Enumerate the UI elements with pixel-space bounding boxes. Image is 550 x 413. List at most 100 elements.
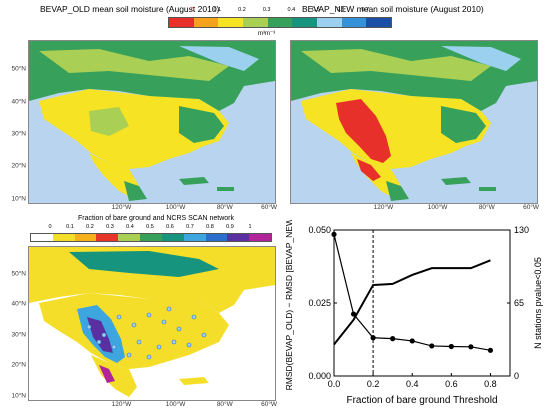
y-axis-label: RMSD(BEVAP_OLD) − RMSD [BEVAP_NEW] [284, 220, 294, 390]
soil-moisture-colorbar-swatch [243, 18, 268, 27]
new-map-lon-labels: 120°W 100°W 80°W 60°W [290, 204, 540, 213]
bare-ground-colorbar [30, 233, 272, 242]
series-line-right [333, 259, 491, 346]
y-tick-label: 0.050 [308, 225, 331, 235]
lat-label: 40°N [11, 98, 26, 106]
bare-ground-colorbar-ticks: 0 0.1 0.2 0.3 0.4 0.5 0.6 0.7 0.8 0.9 1 [30, 224, 270, 232]
series-point [350, 311, 357, 317]
soil-moisture-colorbar-swatch [366, 18, 392, 27]
bare-ground-map [28, 246, 276, 401]
lon-label: 120°W [373, 204, 394, 211]
bare-ground-colorbar-swatch [96, 234, 119, 241]
old-map-lat-labels: 50°N 40°N 30°N 20°N 10°N [0, 40, 26, 203]
bare-ground-colorbar-tick-label: 0.5 [146, 224, 154, 230]
soil-moisture-colorbar-swatch [267, 18, 293, 27]
soil-moisture-colorbar-tick-label: 0.3 [262, 7, 271, 13]
soil-moisture-colorbar-tick-label: 0.6 [336, 7, 345, 13]
series-point [370, 335, 376, 341]
soil-moisture-colorbar-swatch [317, 18, 342, 27]
lon-label: 80°W [216, 204, 233, 211]
soil-moisture-colorbar-swatch [341, 18, 367, 27]
bare-ground-colorbar-swatch [52, 234, 75, 241]
soil-moisture-colorbar-swatch [193, 18, 219, 27]
y-tick-label: 0.000 [308, 371, 331, 381]
bare-ground-panel-title: Fraction of bare ground and NCRS SCAN ne… [78, 215, 235, 222]
plot-frame [333, 229, 511, 377]
lon-label: 100°W [165, 204, 186, 211]
bare-ground-colorbar-tick-label: 0 [48, 224, 52, 230]
lon-label: 120°W [111, 204, 132, 211]
bare-map-lat-labels: 50°N 40°N 30°N 20°N 10°N [0, 246, 26, 399]
soil-moisture-colorbar [168, 17, 392, 28]
x-tick-label: 0.4 [406, 379, 419, 389]
y2-tick-label: 65 [514, 298, 524, 308]
series-point [487, 347, 494, 353]
soil-moisture-colorbar-swatch [292, 18, 318, 27]
x-axis-label: Fraction of bare ground Threshold [346, 395, 497, 406]
lat-label: 50°N [11, 65, 26, 73]
soil-moisture-colorbar-tick-label: 0 [191, 7, 195, 13]
series-line-left [333, 234, 491, 351]
bare-ground-colorbar-swatch [183, 234, 206, 241]
bare-ground-colorbar-swatch [140, 234, 162, 241]
bare-ground-colorbar-swatch [31, 234, 53, 241]
bare-ground-colorbar-tick-label: 1 [248, 224, 252, 230]
series-point [409, 338, 415, 344]
soil-moisture-colorbar-swatch [169, 18, 194, 27]
bare-ground-colorbar-swatch [118, 234, 141, 241]
new-panel-title: BEVAP_NEW mean soil moisture (August 201… [302, 4, 484, 14]
bare-ground-colorbar-tick-label: 0.4 [126, 224, 134, 230]
lon-label: 60°W [523, 204, 540, 211]
bare-ground-colorbar-swatch [227, 234, 250, 241]
lon-label: 100°W [165, 401, 186, 408]
lat-label: 30°N [11, 130, 26, 138]
y-tick-label: 0.025 [308, 298, 331, 308]
bare-ground-colorbar-tick-label: 0.3 [106, 224, 114, 230]
lat-label: 40°N [11, 300, 26, 308]
lon-label: 60°W [261, 204, 278, 211]
rmsd-threshold-chart: 0.0 0.2 0.4 0.6 0.8 0.000 0.025 0.050 0 65 130 Frac… [284, 220, 543, 406]
bare-ground-colorbar-swatch [205, 234, 228, 241]
series-point [448, 343, 454, 350]
x-tick-label: 0.8 [484, 379, 497, 389]
bare-ground-colorbar-tick-label: 0.7 [186, 224, 194, 230]
soil-moisture-colorbar-tick-label: 0.5 [312, 7, 320, 13]
bare-map-lon-labels: 120°W 100°W 80°W 60°W [28, 401, 278, 410]
bare-ground-colorbar-swatch [161, 234, 184, 241]
bare-ground-colorbar-tick-label: 0.8 [206, 224, 214, 230]
soil-moisture-colorbar-swatch [218, 18, 244, 27]
new-soil-moisture-map [290, 40, 538, 204]
x-tick-label: 0.2 [367, 379, 380, 389]
soil-moisture-colorbar-tick-label: 0.2 [238, 7, 246, 13]
lon-label: 60°W [261, 401, 278, 408]
y2-tick-label: 130 [514, 225, 529, 235]
lat-label: 20°N [11, 162, 26, 170]
bare-ground-colorbar-tick-label: 0.2 [86, 224, 94, 230]
y2-axis-label: N stations pvalue<0.05 [533, 257, 543, 349]
old-panel-title: BEVAP_OLD mean soil moisture (August 201… [40, 4, 220, 14]
old-soil-moisture-map [28, 40, 276, 204]
soil-moisture-colorbar-tick-label: 0.4 [287, 7, 296, 13]
lat-label: 50°N [11, 270, 26, 278]
soil-moisture-unit: m³m⁻³ [258, 31, 276, 37]
lat-label: 10°N [11, 392, 26, 400]
lon-label: 80°W [478, 204, 495, 211]
series-point [390, 336, 396, 342]
series-point [468, 344, 474, 350]
soil-moisture-colorbar-ticks: 0 0.1 0.2 0.3 0.4 0.5 0.6 0.7 [168, 7, 390, 15]
soil-moisture-colorbar-tick-label: 0.7 [361, 7, 370, 13]
bare-ground-colorbar-swatch [249, 234, 271, 241]
bare-ground-colorbar-swatch [74, 234, 97, 241]
x-tick-label: 0.0 [328, 379, 341, 389]
lat-label: 20°N [11, 361, 26, 369]
x-tick-label: 0.6 [445, 379, 458, 389]
series-point [429, 343, 435, 349]
soil-moisture-colorbar-tick-label: 0.1 [213, 7, 222, 13]
old-map-lon-labels: 120°W 100°W 80°W 60°W [28, 204, 278, 213]
bare-ground-colorbar-tick-label: 0.9 [226, 224, 234, 230]
bare-ground-colorbar-tick-label: 0.1 [66, 224, 74, 230]
lon-label: 120°W [111, 401, 132, 408]
series-point [331, 231, 337, 237]
bare-ground-colorbar-tick-label: 0.6 [166, 224, 174, 230]
lat-label: 30°N [11, 331, 26, 339]
